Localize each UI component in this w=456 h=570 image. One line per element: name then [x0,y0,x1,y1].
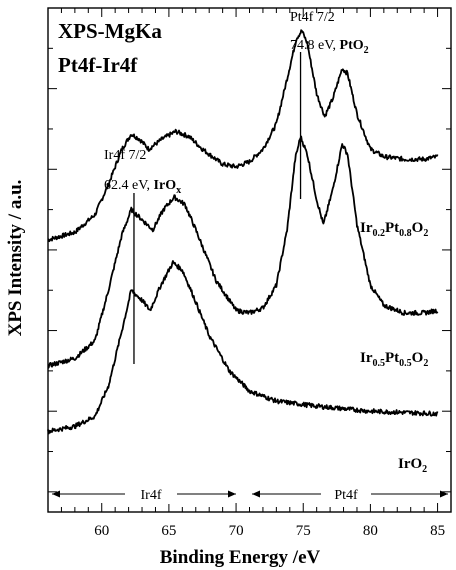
region-ir4f-label: Ir4f [141,488,162,503]
ir-peak-value: 62.4 eV [104,178,148,193]
region-pt4f: Pt4f [252,484,448,504]
chart-title-line-1: XPS-MgKa [58,19,162,43]
ir-peak-label: 62.4 eV, IrOx [104,178,181,196]
spectrum-line-1 [47,135,439,369]
ir-peak-name: Ir4f 7/2 [104,148,146,163]
x-tick-label: 85 [430,523,445,539]
x-tick-label: 70 [229,523,244,539]
series-layer [47,29,439,435]
pt-peak-label: 74.8 eV, PtO2 [290,38,369,56]
spectrum-line-2 [47,260,439,435]
x-axis-label: Binding Energy /eV [160,547,321,568]
x-axis-tick-labels: 60 65 70 75 80 85 [94,523,445,539]
peak-markers [133,52,302,364]
ir-peak-compound-sub: x [176,185,181,196]
x-tick-label: 75 [296,523,311,539]
pt-peak-compound-sub: 2 [364,45,369,56]
pt-peak-value: 74.8 eV [290,38,334,53]
spectrum-line-0 [47,29,439,243]
x-tick-label: 60 [94,523,109,539]
series-label-ir05pt05o2: Ir0.5Pt0.5O2 [360,350,428,369]
y-axis-label: XPS Intensity / a.u. [5,180,26,337]
series-label-ir02pt08o2: Ir0.2Pt0.8O2 [360,220,428,239]
series-label-iro2: IrO2 [398,456,427,475]
pt-peak-name: Pt4f 7/2 [290,10,335,25]
x-tick-label: 80 [363,523,378,539]
region-ir4f: Ir4f [52,484,236,504]
x-tick-label: 65 [161,523,176,539]
region-pt4f-label: Pt4f [334,488,358,503]
plot-frame [47,7,452,513]
pt-peak-compound: PtO [340,38,364,53]
x-axis-ticks [60,8,439,512]
y-axis-ticks [48,47,451,493]
ir-peak-compound: IrO [154,178,177,193]
chart-title-line-2: Pt4f-Ir4f [58,53,138,77]
